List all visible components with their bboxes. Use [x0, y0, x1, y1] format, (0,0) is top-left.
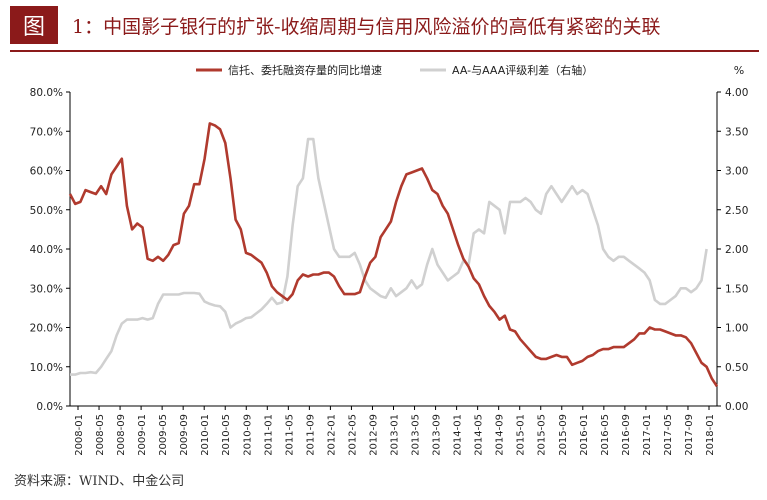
right-tick-label: 2.00	[725, 244, 748, 256]
x-tick-label: 2010-09	[242, 414, 253, 456]
x-tick-label: 2017-01	[642, 414, 653, 456]
left-tick-label: 10.0%	[30, 362, 63, 374]
right-tick-label: 0.00	[725, 401, 748, 413]
x-tick-label: 2013-01	[390, 414, 401, 456]
x-tick-label: 2012-01	[326, 414, 337, 456]
x-tick-label: 2014-09	[495, 414, 506, 456]
left-tick-label: 40.0%	[30, 244, 63, 256]
x-tick-label: 2015-09	[558, 414, 569, 456]
x-tick-label: 2014-05	[474, 414, 485, 456]
source-note: 资料来源：WIND、中金公司	[14, 474, 185, 489]
right-tick-label: 2.50	[725, 205, 748, 217]
right-axis-unit: %	[734, 64, 744, 77]
series-line-spread	[70, 137, 708, 376]
x-tick-label: 2016-05	[600, 414, 611, 456]
x-tick-label: 2016-01	[579, 414, 590, 456]
left-tick-label: 50.0%	[30, 205, 63, 217]
left-tick-label: 60.0%	[30, 166, 63, 178]
x-tick-label: 2011-01	[263, 414, 274, 456]
right-tick-label: 3.00	[725, 166, 748, 178]
right-tick-label: 4.00	[725, 87, 748, 99]
left-tick-label: 0.0%	[36, 401, 63, 413]
x-tick-label: 2009-09	[179, 414, 190, 456]
x-tick-label: 2011-09	[305, 414, 316, 456]
x-tick-label: 2015-01	[516, 414, 527, 456]
x-tick-label: 2017-05	[663, 414, 674, 456]
x-tick-label: 2011-05	[284, 414, 295, 456]
legend-label-2: AA-与AAA评级利差（右轴）	[452, 63, 593, 77]
line-chart: 信托、委托融资存量的同比增速 AA-与AAA评级利差（右轴） % 0.0% 10.0% 2…	[30, 63, 749, 456]
x-tick-label: 2015-05	[537, 414, 548, 456]
left-tick-label: 80.0%	[30, 87, 63, 99]
right-tick-label: 1.00	[725, 323, 748, 335]
x-tick-label: 2012-09	[368, 414, 379, 456]
x-tick-label: 2016-09	[621, 414, 632, 456]
x-tick-label: 2008-05	[95, 414, 106, 456]
left-tick-label: 20.0%	[30, 323, 63, 335]
x-tick-label: 2017-09	[684, 414, 695, 456]
x-tick-label: 2012-05	[347, 414, 358, 456]
figure-title: 1：中国影子银行的扩张-收缩周期与信用风险溢价的高低有紧密的关联	[72, 15, 661, 38]
right-tick-label: 3.50	[725, 126, 748, 138]
series-line-growth	[68, 122, 719, 388]
x-tick-label: 2018-01	[705, 414, 716, 456]
x-tick-label: 2009-01	[137, 414, 148, 456]
x-tick-label: 2014-01	[453, 414, 464, 456]
x-tick-label: 2013-05	[411, 414, 422, 456]
x-tick-label: 2010-01	[200, 414, 211, 456]
right-tick-label: 1.50	[725, 283, 748, 295]
right-tick-label: 0.50	[725, 362, 748, 374]
title-rule	[10, 50, 759, 52]
x-tick-label: 2008-01	[74, 414, 85, 456]
left-tick-label: 70.0%	[30, 126, 63, 138]
x-tick-label: 2013-09	[432, 414, 443, 456]
legend-label-1: 信托、委托融资存量的同比增速	[228, 63, 382, 77]
left-tick-label: 30.0%	[30, 283, 63, 295]
figure-badge: 图	[10, 6, 58, 44]
figure-header: 图 1：中国影子银行的扩张-收缩周期与信用风险溢价的高低有紧密的关联	[10, 6, 661, 44]
x-tick-label: 2008-09	[116, 414, 127, 456]
x-tick-label: 2010-05	[221, 414, 232, 456]
x-tick-label: 2009-05	[158, 414, 169, 456]
